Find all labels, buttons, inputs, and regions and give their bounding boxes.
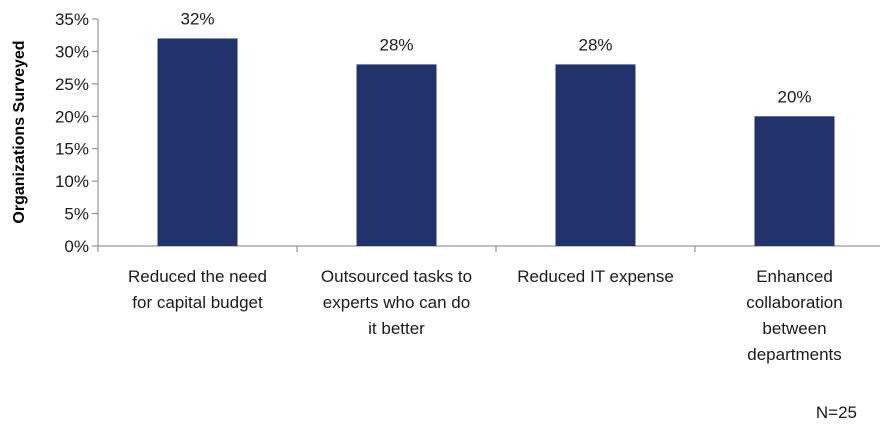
data-label: 28% <box>379 35 413 54</box>
sample-size-note: N=25 <box>816 403 857 422</box>
y-axis-ticks: 0% 5% 10% 15% 20% 25% 30% 35% <box>55 10 696 256</box>
bar <box>356 64 437 247</box>
y-tick-label: 35% <box>55 10 89 29</box>
y-tick-label: 15% <box>55 140 89 159</box>
y-axis-label: Organizations Surveyed <box>11 40 28 223</box>
x-category-label: Reduced IT expense <box>517 267 674 286</box>
y-tick-label: 10% <box>55 172 89 191</box>
bars-group <box>157 38 835 247</box>
y-tick-label: 25% <box>55 75 89 94</box>
x-category-label: Outsourced tasks to experts who can do it … <box>321 267 472 338</box>
data-label: 20% <box>777 87 811 106</box>
x-category-label: Enhanced collaboration between departments <box>746 267 842 364</box>
x-category-label: Reduced the need for capital budget <box>128 267 267 312</box>
bar <box>555 64 636 247</box>
data-label: 32% <box>180 9 214 28</box>
y-tick-label: 30% <box>55 42 89 61</box>
y-tick-label: 5% <box>64 205 89 224</box>
category-labels-group: Reduced the need for capital budget Outsou… <box>128 267 843 364</box>
y-tick-label: 0% <box>64 237 89 256</box>
y-tick-label: 20% <box>55 107 89 126</box>
bar <box>754 116 835 247</box>
data-label: 28% <box>578 35 612 54</box>
bar <box>157 38 238 247</box>
data-labels-group: 32% 28% 28% 20% <box>180 9 811 106</box>
